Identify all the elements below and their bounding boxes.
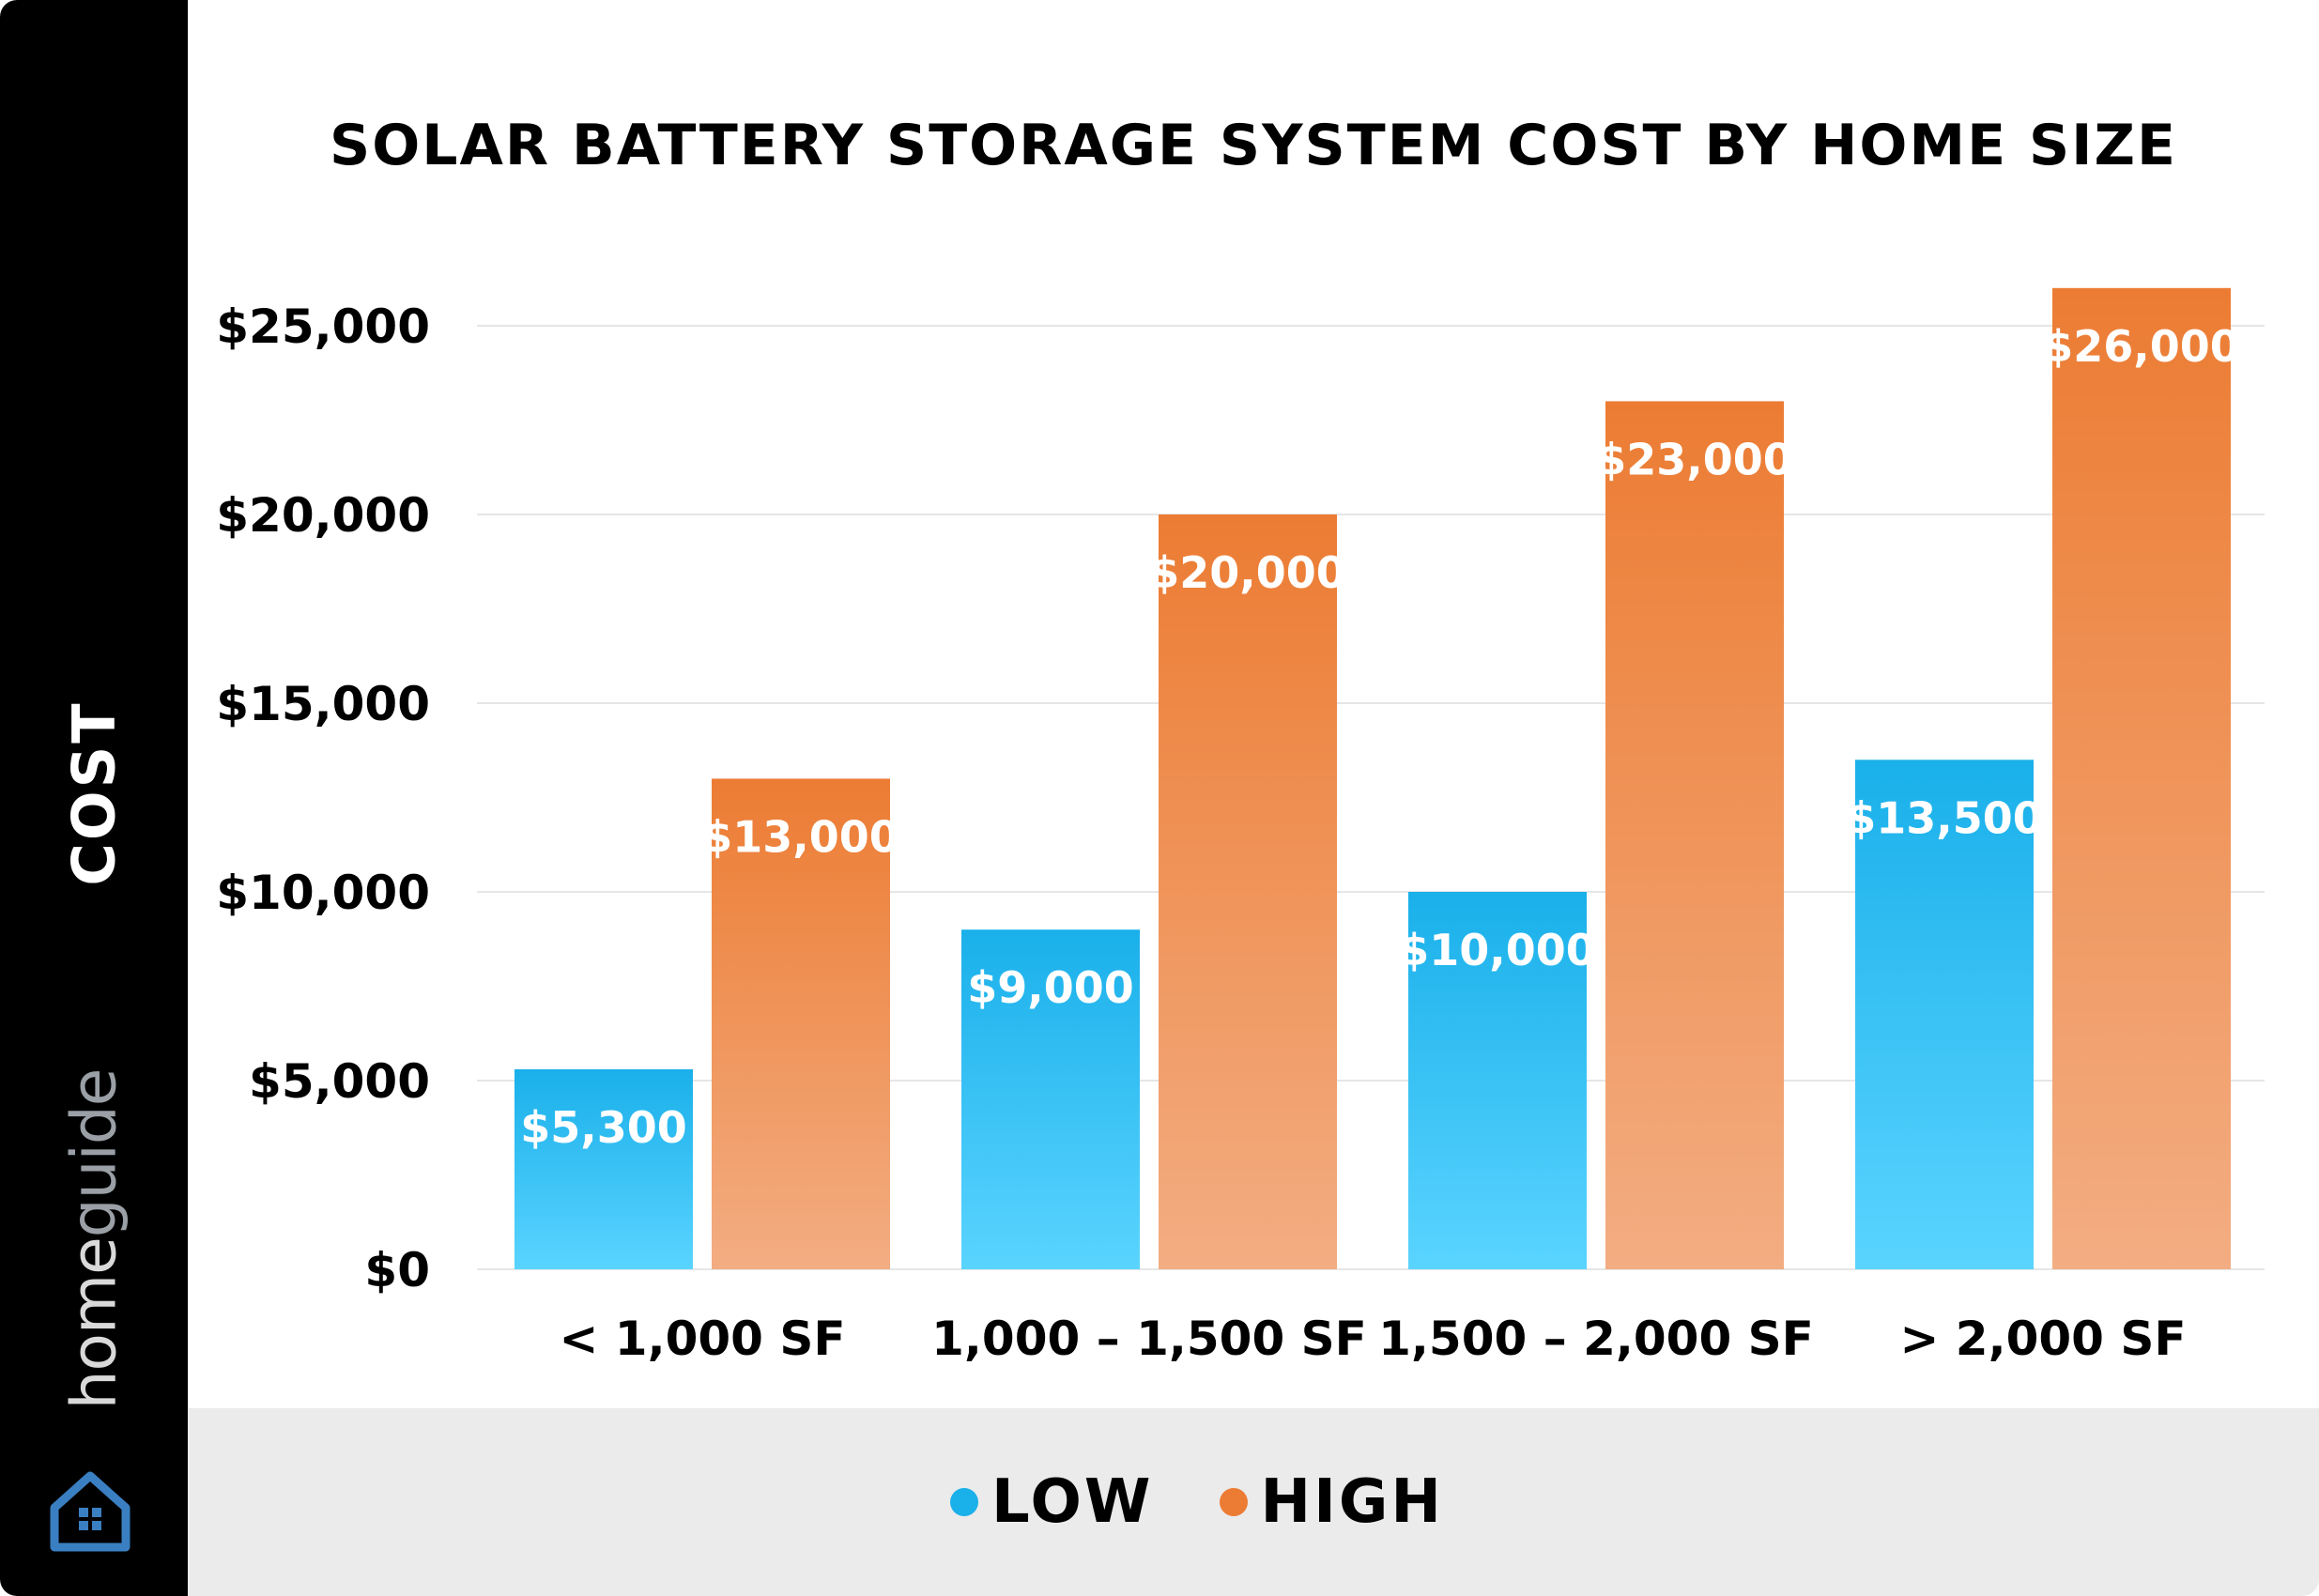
x-category-label: < 1,000 SF <box>559 1312 845 1366</box>
house-grid-icon <box>50 1471 131 1552</box>
legend-band: LOW HIGH <box>188 1408 2319 1596</box>
y-tick-label: $5,000 <box>249 1054 430 1109</box>
legend-dot-high <box>1219 1488 1248 1516</box>
bars <box>514 287 2231 1269</box>
y-tick-label: $15,000 <box>216 677 430 731</box>
data-label-high: $23,000 <box>1596 434 1793 484</box>
bar-high <box>712 778 890 1269</box>
legend-item-high: HIGH <box>1219 1467 1444 1537</box>
bar-high <box>2052 287 2231 1269</box>
y-tick-label: $0 <box>364 1243 430 1297</box>
bar-low <box>1408 892 1587 1269</box>
bar-low <box>514 1068 693 1269</box>
labels: $0 $5,000 $10,000 $15,000 $20,000 $25,000 $5,3… <box>216 299 2239 1366</box>
bar-high <box>1159 514 1337 1269</box>
data-label-low: $9,000 <box>967 962 1134 1013</box>
bar-low <box>1855 760 2034 1269</box>
chart-title: SOLAR BATTERY STORAGE SYSTEM COST BY HOM… <box>330 113 2177 178</box>
y-tick-label: $25,000 <box>216 299 430 354</box>
legend-label-low: LOW <box>991 1467 1154 1537</box>
y-tick-label: $20,000 <box>216 488 430 543</box>
y-tick-label: $10,000 <box>216 866 430 920</box>
sidebar: COST homeguide <box>0 0 188 1596</box>
bar-high <box>1605 401 1784 1269</box>
legend-label-high: HIGH <box>1260 1467 1444 1537</box>
legend: LOW HIGH <box>131 1408 2263 1596</box>
data-label-high: $26,000 <box>2043 321 2240 372</box>
data-label-high: $13,000 <box>702 811 899 862</box>
data-label-high: $20,000 <box>1149 547 1346 598</box>
x-category-label: > 2,000 SF <box>1899 1312 2186 1366</box>
legend-dot-low <box>950 1488 979 1516</box>
bar-low <box>961 929 1140 1269</box>
x-category-label: 1,000 – 1,500 SF <box>931 1312 1367 1366</box>
data-label-low: $13,500 <box>1846 792 2043 843</box>
legend-item-low: LOW <box>950 1467 1154 1537</box>
data-label-low: $10,000 <box>1399 925 1596 975</box>
x-category-label: 1,500 – 2,000 SF <box>1378 1312 1814 1366</box>
data-label-low: $5,300 <box>520 1102 687 1153</box>
bar-chart: $0 $5,000 $10,000 $15,000 $20,000 $25,000 $5,3… <box>216 287 2265 1366</box>
